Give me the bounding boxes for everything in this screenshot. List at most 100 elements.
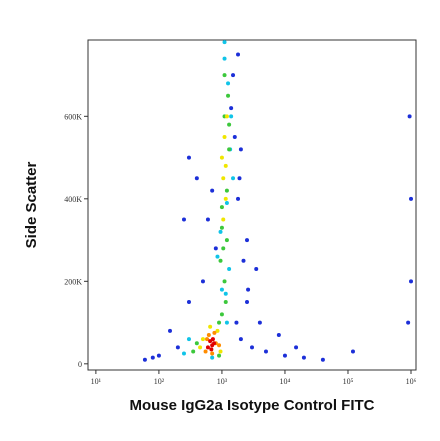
point — [205, 337, 210, 342]
point — [241, 258, 246, 263]
point — [218, 349, 223, 354]
point — [294, 345, 299, 350]
point — [224, 238, 229, 243]
point — [218, 258, 223, 263]
point — [186, 155, 191, 160]
point — [156, 353, 161, 358]
point — [237, 176, 242, 181]
point — [246, 287, 251, 292]
point — [229, 114, 234, 119]
point — [223, 299, 228, 304]
point — [222, 73, 227, 78]
point — [231, 176, 236, 181]
point — [217, 343, 222, 348]
point — [227, 266, 232, 271]
point — [175, 345, 180, 350]
point — [210, 355, 215, 360]
x-tick-label: 10⁶ — [406, 377, 417, 386]
point — [213, 246, 218, 251]
x-tick-label: 10³ — [217, 377, 228, 386]
point — [215, 254, 220, 259]
x-tick-label: 10⁵ — [343, 377, 354, 386]
point — [219, 155, 224, 160]
point — [224, 320, 229, 325]
point — [209, 347, 214, 352]
point — [219, 312, 224, 317]
x-tick-label: 10¹ — [91, 377, 102, 386]
point — [224, 114, 229, 119]
point — [168, 328, 172, 333]
point — [236, 196, 241, 201]
point — [181, 217, 186, 222]
point — [215, 328, 220, 333]
point — [250, 345, 254, 350]
point — [194, 176, 199, 181]
point — [219, 225, 224, 230]
point — [205, 345, 210, 350]
point — [181, 351, 186, 356]
point — [407, 114, 412, 119]
point — [205, 217, 210, 222]
y-tick-label: 600K — [64, 112, 82, 121]
point — [186, 337, 191, 342]
point — [282, 353, 287, 358]
point — [203, 349, 208, 354]
point — [301, 355, 306, 360]
y-tick-label: 0 — [78, 360, 82, 369]
point — [231, 73, 236, 78]
point — [227, 147, 232, 152]
point — [208, 324, 213, 329]
x-tick-label: 10⁴ — [280, 377, 291, 386]
point — [212, 341, 217, 346]
point — [200, 337, 205, 342]
point — [186, 299, 191, 304]
point — [223, 196, 228, 201]
point — [236, 52, 241, 57]
point — [218, 229, 223, 234]
point — [200, 279, 205, 284]
point — [223, 163, 228, 168]
point — [224, 200, 229, 205]
point — [210, 351, 215, 356]
point — [221, 246, 226, 251]
point — [406, 320, 411, 325]
point — [226, 81, 231, 86]
x-tick-label: 10² — [154, 377, 165, 386]
point — [238, 337, 243, 342]
point — [226, 93, 231, 98]
y-axis-title: Side Scatter — [23, 161, 40, 248]
point — [223, 291, 228, 296]
point — [238, 147, 243, 152]
point — [222, 40, 227, 45]
point — [227, 122, 232, 127]
x-axis-title: Mouse IgG2a Isotype Control FITC — [129, 397, 374, 414]
point — [222, 279, 227, 284]
point — [222, 134, 227, 139]
point — [150, 355, 155, 360]
point — [217, 320, 222, 325]
point — [219, 205, 224, 210]
point — [232, 134, 237, 139]
point — [194, 341, 199, 346]
point — [257, 320, 262, 325]
point — [409, 196, 414, 201]
point — [221, 217, 226, 222]
point — [208, 339, 213, 344]
point — [212, 330, 217, 335]
point — [229, 106, 234, 111]
point — [219, 287, 224, 292]
point — [222, 56, 227, 61]
point — [198, 345, 203, 350]
point — [245, 299, 250, 304]
point — [254, 266, 259, 271]
point — [221, 176, 226, 181]
y-tick-label: 200K — [64, 277, 82, 286]
point — [234, 320, 239, 325]
point — [217, 353, 222, 358]
plot-frame — [87, 39, 417, 371]
point — [142, 357, 147, 362]
point — [245, 238, 250, 243]
point — [350, 349, 355, 354]
point — [206, 332, 211, 337]
point — [191, 349, 196, 354]
